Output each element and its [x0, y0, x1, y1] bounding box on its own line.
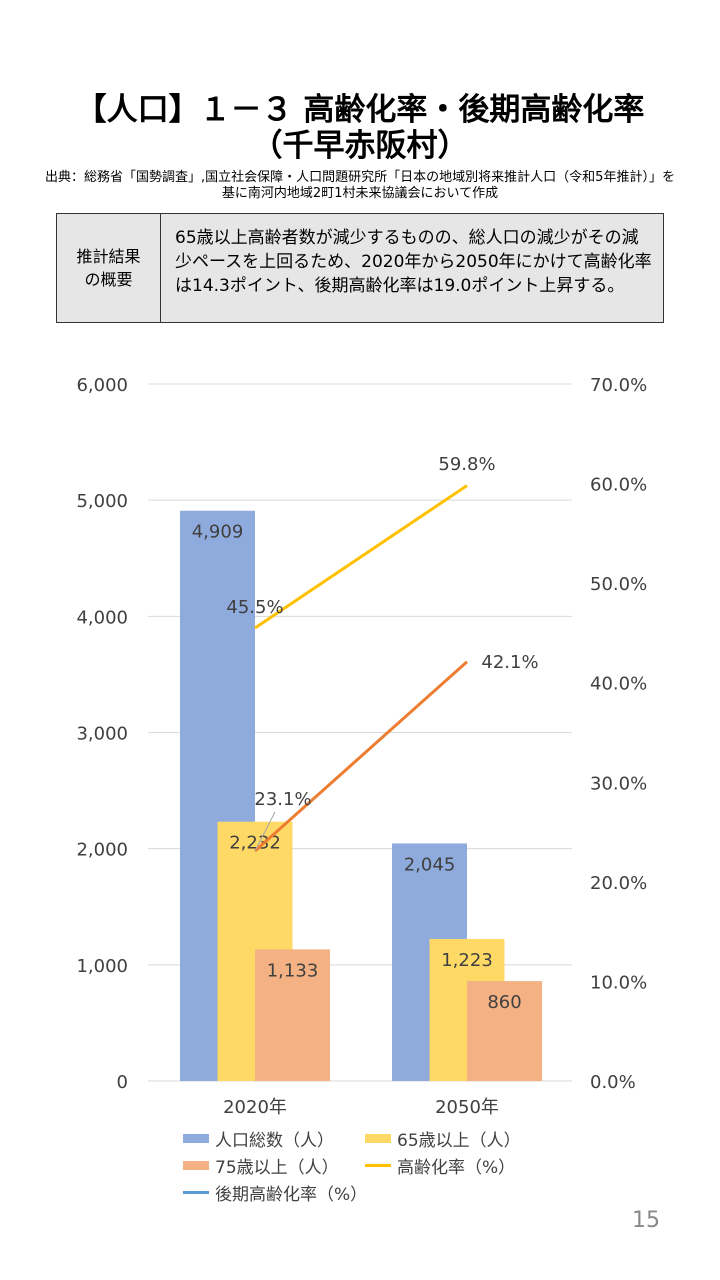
right-tick-label: 70.0%	[590, 375, 647, 396]
page-title: 【人口】１－３ 高齢化率・後期高齢化率	[75, 92, 645, 128]
right-tick-label: 50.0%	[590, 574, 647, 595]
line-data-label: 42.1%	[481, 652, 538, 673]
summary-text: 65歳以上高齢者数が減少するものの、総人口の減少がその減少ペースを上回るため、2…	[175, 228, 652, 296]
right-tick-label: 10.0%	[590, 972, 647, 993]
x-tick-label: 2020年	[223, 1097, 287, 1118]
bar-data-label: 1,133	[267, 960, 319, 981]
right-tick-label: 0.0%	[590, 1072, 636, 1093]
bar-data-label: 4,909	[192, 522, 244, 543]
bar	[467, 981, 542, 1081]
line-series	[254, 484, 468, 630]
chart: 0 1,000 2,000 3,000 4,000 5,000 6,000 0.0% 10.0%…	[76, 375, 647, 1118]
left-tick-label: 2,000	[76, 840, 128, 861]
line-data-label: 23.1%	[254, 789, 311, 810]
right-tick-label: 40.0%	[590, 674, 647, 695]
left-tick-label: 6,000	[76, 375, 128, 396]
left-tick-label: 1,000	[76, 956, 128, 977]
bar-data-label: 860	[487, 992, 521, 1013]
right-tick-label: 60.0%	[590, 475, 647, 496]
left-tick-label: 5,000	[76, 491, 128, 512]
page-number: 15	[632, 1208, 660, 1233]
line-data-label: 59.8%	[438, 454, 495, 475]
legend-item-65: 65歳以上（人）	[365, 1126, 521, 1151]
legend-item-total: 人口総数（人）	[183, 1126, 334, 1151]
left-tick-label: 4,000	[76, 607, 128, 628]
legend-item-aging-rate: 高齢化率（%）	[365, 1153, 515, 1178]
bar	[255, 949, 330, 1081]
legend-label: 65歳以上（人）	[397, 1131, 521, 1151]
summary-box: 推計結果の概要 65歳以上高齢者数が減少するものの、総人口の減少がその減少ペース…	[56, 213, 664, 323]
source-note: 出典：総務省「国勢調査」,国立社会保障・人口問題研究所「日本の地域別将来推計人口…	[45, 170, 675, 201]
line-data-label: 45.5%	[226, 597, 283, 618]
legend-label: 人口総数（人）	[215, 1131, 334, 1151]
x-tick-label: 2050年	[435, 1097, 499, 1118]
page-subtitle: （千早赤阪村）	[251, 128, 469, 164]
legend-label: 後期高齢化率（%）	[215, 1185, 368, 1205]
left-tick-label: 3,000	[76, 724, 128, 745]
legend-item-75: 75歳以上（人）	[183, 1153, 339, 1178]
right-tick-label: 20.0%	[590, 873, 647, 894]
bar-data-label: 2,045	[404, 854, 456, 875]
right-tick-label: 30.0%	[590, 773, 647, 794]
summary-label: 推計結果の概要	[57, 214, 161, 322]
legend-label: 高齢化率（%）	[397, 1158, 516, 1178]
legend-label: 75歳以上（人）	[215, 1158, 339, 1178]
leader-line	[254, 811, 276, 852]
left-tick-label: 0	[117, 1072, 128, 1093]
legend-item-late-aging-rate: 後期高齢化率（%）	[183, 1180, 367, 1205]
line-series	[254, 660, 468, 853]
bar-data-label: 1,223	[441, 950, 493, 971]
